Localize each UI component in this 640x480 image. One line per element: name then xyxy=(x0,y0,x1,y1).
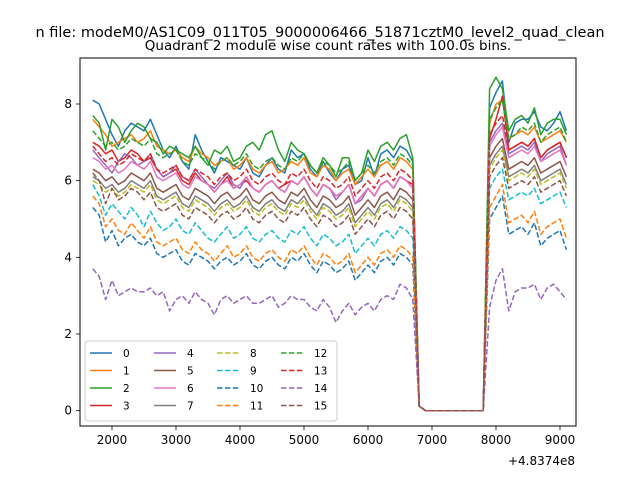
legend-label: 1 xyxy=(123,366,130,378)
chart-title: Quadrant 2 module wise count rates with … xyxy=(145,38,511,54)
legend-label: 11 xyxy=(250,401,263,413)
legend-label: 14 xyxy=(314,383,328,395)
y-tick-label: 6 xyxy=(64,174,72,188)
x-tick-label: 5000 xyxy=(289,433,320,447)
legend-box xyxy=(84,340,338,422)
x-axis-ticks: 2000 3000 4000 5000 6000 7000 8000 9000 xyxy=(97,426,576,447)
x-tick-label: 8000 xyxy=(481,433,512,447)
legend-label: 3 xyxy=(123,401,130,413)
x-tick-label: 9000 xyxy=(545,433,576,447)
legend-label: 7 xyxy=(187,401,194,413)
x-offset-label: +4.8374e8 xyxy=(508,454,575,468)
y-tick-label: 0 xyxy=(64,404,72,418)
legend-label: 8 xyxy=(250,348,257,360)
series-line-15 xyxy=(92,156,568,412)
series-line-13 xyxy=(92,114,568,412)
legend-label: 13 xyxy=(314,366,327,378)
series-line-9 xyxy=(92,168,568,412)
x-tick-label: 3000 xyxy=(161,433,192,447)
x-tick-label: 6000 xyxy=(353,433,384,447)
legend-label: 15 xyxy=(314,401,327,413)
legend-label: 9 xyxy=(250,366,257,378)
legend-label: 2 xyxy=(123,383,130,395)
y-tick-label: 8 xyxy=(64,97,72,111)
legend-label: 5 xyxy=(187,366,194,378)
figure-suptitle: n file: modeM0/AS1C09_011T05_9000006466_… xyxy=(35,25,604,41)
legend-label: 0 xyxy=(123,348,130,360)
legend-label: 4 xyxy=(187,348,194,360)
series-line-14 xyxy=(92,268,567,412)
axes-frame xyxy=(79,57,577,427)
x-tick-label: 4000 xyxy=(225,433,256,447)
legend-label: 6 xyxy=(187,383,194,395)
y-axis-ticks: 0 2 4 6 8 xyxy=(64,97,80,418)
series-line-11 xyxy=(92,183,568,412)
y-tick-label: 2 xyxy=(64,327,72,341)
legend-label: 10 xyxy=(250,383,263,395)
series-lines xyxy=(92,76,568,412)
y-tick-label: 4 xyxy=(64,250,72,264)
legend-label: 12 xyxy=(314,348,327,360)
x-tick-label: 2000 xyxy=(97,433,128,447)
x-tick-label: 7000 xyxy=(417,433,448,447)
